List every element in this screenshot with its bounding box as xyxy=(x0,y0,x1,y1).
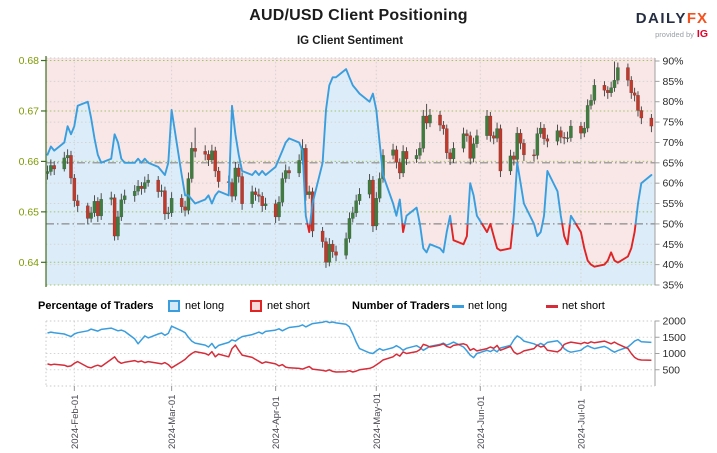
price-axis: 0.68 0.67 0.66 0.65 0.64 xyxy=(19,55,47,287)
svg-text:60%: 60% xyxy=(663,178,684,190)
svg-text:0.66: 0.66 xyxy=(19,156,40,168)
svg-text:65%: 65% xyxy=(663,157,684,169)
provided-by-text: provided by xyxy=(655,30,694,39)
svg-text:1000: 1000 xyxy=(663,348,687,360)
svg-text:500: 500 xyxy=(663,364,681,376)
candles-layer xyxy=(45,61,654,268)
svg-text:35%: 35% xyxy=(663,280,684,292)
main-gridlines xyxy=(46,57,655,386)
legend-net-short-label: net short xyxy=(267,300,310,312)
legend-net-long-label: net long xyxy=(185,300,225,312)
svg-text:45%: 45% xyxy=(663,239,684,251)
legend-percentage-title: Percentage of Traders xyxy=(38,300,154,312)
svg-text:2024-Mar-01: 2024-Mar-01 xyxy=(167,395,178,449)
legend-line-long-icon xyxy=(452,305,464,308)
sentiment-line-layer xyxy=(46,68,653,268)
svg-text:2024-Jun-01: 2024-Jun-01 xyxy=(476,396,487,449)
legend-number-title: Number of Traders xyxy=(352,300,450,312)
main-chart: 0.68 0.67 0.66 0.65 0.64 90% 85% 80% 75% 70% 65% 60… xyxy=(19,55,684,386)
date-axis: 2024-Feb-01 2024-Mar-01 2024-Apr-01 2024-Ma… xyxy=(70,386,587,449)
svg-text:2024-May-01: 2024-May-01 xyxy=(372,393,383,449)
svg-text:55%: 55% xyxy=(663,198,684,210)
legend-line-short-label: net short xyxy=(562,300,605,312)
svg-text:85%: 85% xyxy=(663,76,684,88)
legend-net-long-swatch-icon xyxy=(168,300,180,312)
svg-text:90%: 90% xyxy=(663,56,684,68)
net-long-area-fill xyxy=(46,69,655,285)
legend-line-long-label: net long xyxy=(468,300,508,312)
svg-text:2024-Apr-01: 2024-Apr-01 xyxy=(271,396,282,449)
svg-text:40%: 40% xyxy=(663,259,684,271)
svg-text:2024-Jul-01: 2024-Jul-01 xyxy=(576,399,587,449)
ig-logo: IG xyxy=(696,28,708,40)
traders-line-net-short xyxy=(47,340,652,373)
svg-text:0.65: 0.65 xyxy=(19,206,40,218)
traders-count-axis: 2000 1500 1000 500 xyxy=(654,316,687,386)
svg-text:70%: 70% xyxy=(663,137,684,149)
svg-text:2000: 2000 xyxy=(663,316,687,328)
legend-net-short-swatch-icon xyxy=(250,300,262,312)
svg-text:0.64: 0.64 xyxy=(19,257,40,269)
dailyfx-logo-daily: DAILY xyxy=(635,10,687,27)
legend-line-short-icon xyxy=(546,305,558,308)
provided-by-line: provided by IG xyxy=(636,27,708,42)
svg-text:50%: 50% xyxy=(663,218,684,230)
svg-text:0.68: 0.68 xyxy=(19,55,40,67)
percent-axis: 90% 85% 80% 75% 70% 65% 60% 55% 50% 45% 40% 35% xyxy=(654,56,684,292)
svg-text:2024-Feb-01: 2024-Feb-01 xyxy=(70,395,81,449)
page-title: AUD/USD Client Positioning xyxy=(249,7,468,24)
svg-text:75%: 75% xyxy=(663,117,684,129)
dailyfx-logo-fx: FX xyxy=(686,10,708,27)
traders-line-net-long xyxy=(47,320,652,359)
dailyfx-logo: DAILYFX provided by IG xyxy=(636,11,708,42)
svg-text:1500: 1500 xyxy=(663,332,687,344)
traders-chart: 2000 1500 1000 500 xyxy=(45,316,687,387)
chart-subtitle: IG Client Sentiment xyxy=(296,35,404,47)
svg-text:80%: 80% xyxy=(663,96,684,108)
svg-text:0.67: 0.67 xyxy=(19,105,40,117)
